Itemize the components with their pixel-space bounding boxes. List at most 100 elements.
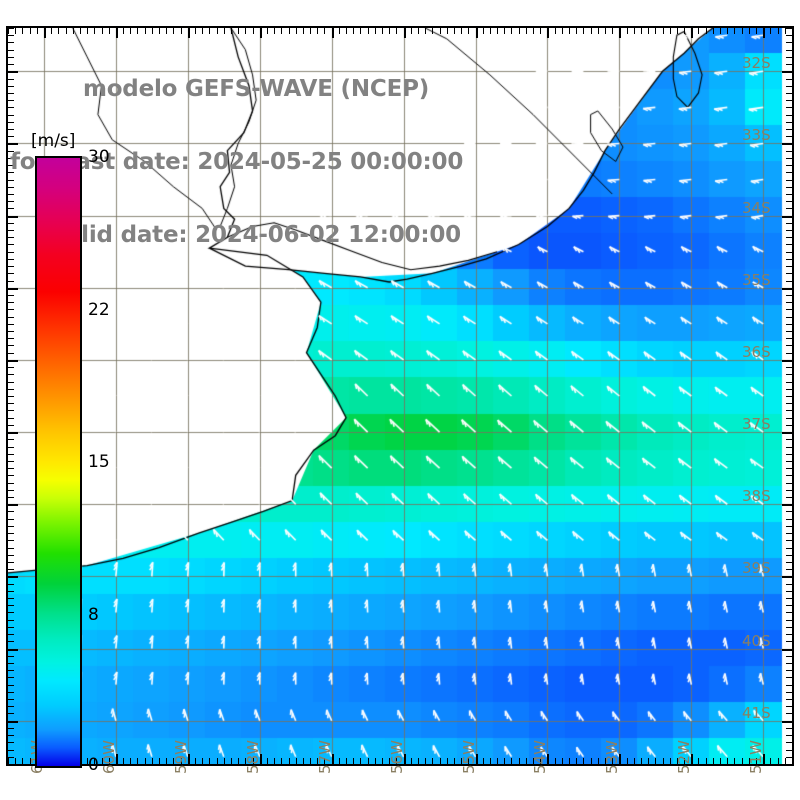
axis-tick [786,663,793,664]
axis-tick [786,180,793,181]
axis-tick [698,758,699,765]
axis-tick [7,475,14,476]
axis-tick [691,754,693,765]
axis-tick [786,670,793,671]
axis-tick [786,591,793,592]
longitude-label: 55W [459,740,478,774]
axis-tick [786,309,793,310]
axis-tick [7,692,14,693]
axis-tick [786,410,793,411]
axis-tick [734,758,735,765]
axis-tick [353,27,354,34]
axis-tick [209,27,210,34]
axis-tick [289,758,290,765]
axis-tick [648,27,649,34]
axis-tick [22,758,23,765]
axis-tick [7,721,18,723]
axis-tick [7,288,18,290]
axis-tick [786,252,793,253]
axis-tick [786,136,793,137]
axis-tick [706,27,707,34]
axis-tick [533,27,534,34]
colorbar-tick-8: 8 [88,605,99,625]
axis-tick [360,27,361,34]
axis-tick [786,389,793,390]
axis-tick [260,754,262,765]
longitude-label: 53W [603,740,622,774]
axis-tick [782,143,793,145]
axis-tick [339,27,340,34]
axis-tick [116,27,118,38]
latitude-label: 40S [742,631,771,650]
axis-tick [454,758,455,765]
axis-tick [181,758,182,765]
axis-tick [382,758,383,765]
axis-tick [411,758,412,765]
axis-tick [425,27,426,34]
axis-tick [7,259,14,260]
axis-tick [8,27,9,34]
longitude-label: 51W [747,740,766,774]
axis-tick [145,758,146,765]
axis-tick [7,620,14,621]
axis-tick [786,526,793,527]
axis-tick [7,143,18,145]
axis-tick [317,758,318,765]
axis-tick [749,27,750,34]
axis-tick [476,754,478,765]
axis-tick [619,27,621,38]
axis-tick [224,758,225,765]
axis-tick [782,360,793,362]
longitude-label: 58W [243,740,262,774]
axis-tick [7,86,14,87]
axis-tick [396,27,397,34]
latitude-label: 37S [742,415,771,434]
axis-tick [217,27,218,34]
axis-tick [786,511,793,512]
longitude-label: 54W [531,740,550,774]
axis-tick [519,27,520,34]
axis-tick [786,685,793,686]
axis-tick [786,612,793,613]
axis-tick [7,403,14,404]
latitude-label: 39S [742,559,771,578]
axis-tick [7,309,14,310]
axis-tick [670,758,671,765]
axis-tick [7,100,14,101]
axis-tick [786,692,793,693]
axis-tick [7,115,14,116]
valid-date-title: valid date: 2024-06-02 12:00:00 [51,222,461,248]
axis-tick [7,685,14,686]
axis-tick [454,27,455,34]
axis-tick [786,338,793,339]
axis-tick [116,754,118,765]
axis-tick [786,331,793,332]
colorbar-unit-label: [m/s] [31,131,76,151]
axis-tick [202,27,203,34]
axis-tick [7,374,14,375]
axis-tick [396,758,397,765]
axis-tick [7,742,14,743]
axis-tick [245,758,246,765]
axis-tick [310,27,311,34]
axis-tick [778,27,779,34]
axis-tick [432,758,433,765]
axis-tick [786,295,793,296]
axis-tick [15,758,16,765]
axis-tick [7,533,14,534]
axis-tick [786,454,793,455]
axis-tick [404,754,406,765]
axis-tick [346,758,347,765]
axis-tick [332,754,334,765]
axis-tick [15,27,16,34]
axis-tick [786,158,793,159]
axis-tick [130,758,131,765]
axis-tick [782,721,793,723]
axis-tick [533,758,534,765]
axis-tick [786,28,793,29]
axis-tick [468,758,469,765]
colorbar-tick-15: 15 [88,452,110,472]
axis-tick [786,656,793,657]
axis-tick [382,27,383,34]
